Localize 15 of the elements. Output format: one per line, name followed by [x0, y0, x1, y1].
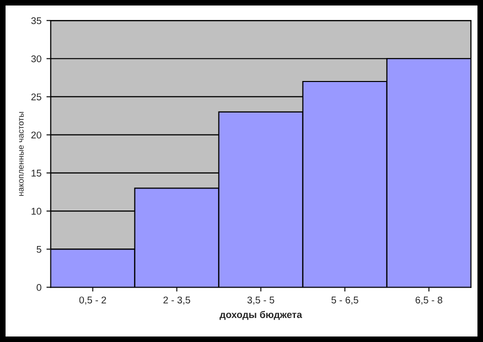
y-tick-label: 20 — [31, 132, 42, 138]
x-tick-label: 0,5 - 2 — [79, 296, 106, 305]
y-tick-label: 10 — [32, 208, 42, 215]
x-tick-label: 6,5 - 8 — [416, 296, 442, 305]
y-tick-label: 15 — [32, 170, 42, 177]
y-tick-label: 35 — [31, 17, 42, 24]
y-tick-label: 5 — [36, 246, 42, 253]
x-tick-label: 2 - 3,5 — [163, 296, 190, 305]
x-tick-label: 3,5 - 5 — [247, 296, 274, 305]
y-axis-title: накопленные частоты — [19, 112, 24, 196]
y-tick-label: 30 — [31, 55, 42, 62]
y-tick-label: 0 — [36, 284, 42, 291]
y-tick-label: 25 — [31, 93, 42, 100]
x-axis-title: доходы бюджета — [220, 310, 302, 320]
x-tick-label: 5 - 6,5 — [331, 296, 358, 305]
